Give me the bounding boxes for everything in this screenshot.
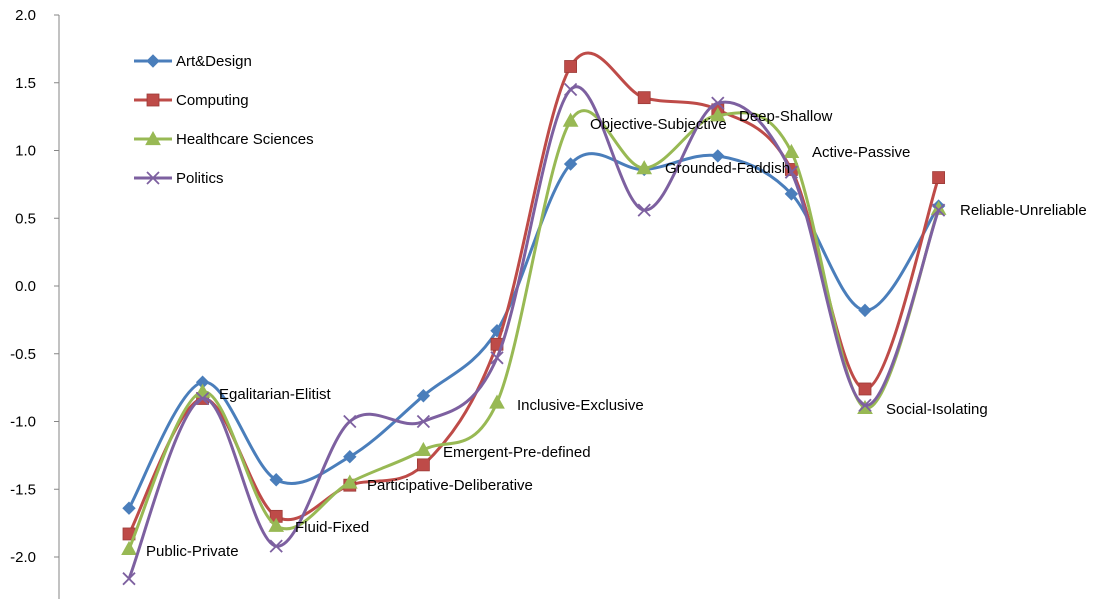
y-tick-label: 2.0 [15,7,36,24]
category-label: Participative-Deliberative [367,477,533,494]
data-point-healthcare-sciences [489,394,505,409]
data-point-politics [122,572,136,586]
legend-item: Politics [134,170,224,187]
data-point-healthcare-sciences [562,112,579,127]
data-point-computing [416,458,430,472]
data-point-politics [784,165,799,179]
data-point-healthcare-sciences [341,474,358,489]
y-tick-label: -0.5 [10,346,36,363]
data-point-art-design [416,389,431,403]
category-label: Social-Isolating [886,401,988,418]
data-point-computing [564,60,577,73]
legend-label: Art&Design [176,53,252,70]
category-label: Objective-Subjective [590,116,727,133]
data-point-politics [269,539,283,553]
data-point-computing [932,171,945,185]
data-point-computing [637,91,651,105]
data-point-art-design [711,149,725,163]
legend-marker [146,171,160,185]
y-tick-label: 1.5 [15,75,36,92]
series-line-politics [127,85,941,580]
legend-item: Healthcare Sciences [134,130,314,148]
data-point-art-design [563,157,578,171]
data-point-healthcare-sciences [415,441,432,457]
category-label: Public-Private [146,543,239,560]
y-axis: 2.0 1.5 1.0 0.5 0.0 -0.5 -1.0 -1.5 -2.0 [10,7,60,599]
category-label: Grounded-Faddish [665,160,790,177]
data-point-politics [195,391,210,406]
category-label: Deep-Shallow [739,108,833,125]
category-label: Fluid-Fixed [295,519,369,536]
legend-label: Computing [176,92,249,109]
series-line-healthcare-sciences [127,109,941,550]
data-point-politics [416,414,431,429]
y-tick-label: -2.0 [10,549,36,566]
category-label: Egalitarian-Elitist [219,386,332,403]
category-label: Inclusive-Exclusive [517,397,644,414]
data-point-politics [637,203,651,217]
series-politics [122,82,946,586]
legend-label: Healthcare Sciences [176,131,314,148]
data-point-politics [563,82,578,97]
data-point-healthcare-sciences [121,540,137,555]
legend-item: Computing [134,92,249,109]
data-point-healthcare-sciences [268,517,285,532]
category-label: Reliable-Unreliable [960,202,1087,219]
data-point-art-design [269,473,283,487]
data-point-healthcare-sciences [857,399,873,415]
data-point-healthcare-sciences [636,160,653,175]
data-point-politics [343,414,357,429]
y-tick-label: 0.5 [15,210,36,227]
data-point-politics [931,203,946,217]
y-tick-label: 0.0 [15,278,36,295]
legend-label: Politics [176,170,224,187]
data-point-art-design [122,501,136,515]
category-label: Active-Passive [812,144,910,161]
data-point-computing [858,382,872,396]
data-point-healthcare-sciences [783,143,800,158]
data-point-politics [490,351,504,365]
data-point-art-design [343,450,357,464]
legend-item: Art&Design [134,53,252,70]
category-labels: Public-Private Egalitarian-Elitist Fluid-F… [146,108,1087,560]
data-point-art-design [858,303,872,318]
data-point-politics [858,398,872,412]
y-tick-label: -1.0 [10,414,36,431]
legend-marker [146,93,160,107]
category-label: Emergent-Pre-defined [443,444,591,461]
data-point-healthcare-sciences [709,107,726,122]
legend: Art&Design Computing Healthcare Sciences Po… [134,53,314,187]
data-point-politics [711,96,725,110]
series-lines [121,51,947,586]
legend-marker [146,54,160,68]
series-line-computing [127,51,941,535]
y-tick-label: -1.5 [10,481,36,498]
y-tick-label: 1.0 [15,143,36,160]
legend-marker [145,130,161,146]
data-point-art-design [784,187,799,201]
